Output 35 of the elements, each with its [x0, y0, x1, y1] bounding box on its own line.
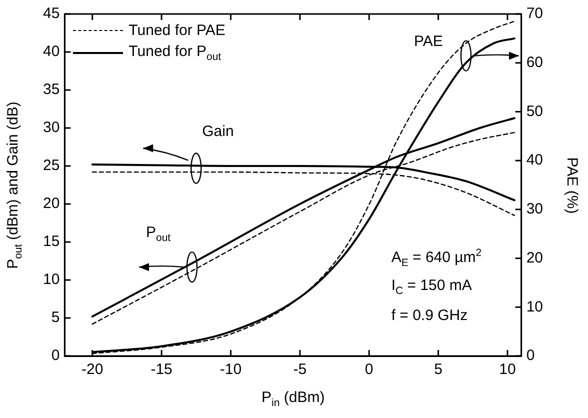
- x-tick-label: -10: [220, 361, 242, 378]
- y-tick-label: 30: [42, 119, 60, 136]
- y2-tick-label: 30: [526, 200, 544, 218]
- y-tick-label: 40: [42, 43, 60, 60]
- annotation: Gain: [202, 123, 234, 140]
- legend-label: Tuned for P$_{out}$: [128, 43, 222, 63]
- y-tick-label: 10: [42, 271, 60, 288]
- y2-axis-title: PAE (%): [564, 156, 581, 214]
- y-tick-label: 0: [51, 347, 60, 364]
- x-tick-label: 10: [499, 361, 516, 378]
- y-tick-label: 20: [42, 195, 60, 212]
- y2-tick-label: 0: [526, 347, 535, 364]
- y-tick-label: 45: [42, 5, 60, 22]
- annotation: PAE: [414, 32, 443, 50]
- annotation: I$_{C}$ = 150 mA: [391, 277, 472, 297]
- x-tick-label: -5: [293, 361, 307, 378]
- y2-tick-label: 20: [526, 249, 544, 266]
- y2-tick-label: 60: [526, 54, 544, 71]
- y2-tick-label: 70: [526, 5, 544, 22]
- y-tick-label: 25: [42, 157, 60, 174]
- annotation: A$_{E}$ = 640 µm$^{2}$: [391, 247, 482, 269]
- x-tick-label: 0: [364, 361, 374, 378]
- x-tick-label: -20: [82, 361, 104, 378]
- x-tick-label: 5: [434, 361, 442, 378]
- x-axis-title: P$_{in}$ (dBm): [262, 389, 325, 409]
- y2-tick-label: 40: [526, 152, 544, 169]
- x-tick-label: -15: [150, 361, 172, 378]
- y-tick-label: 35: [42, 81, 60, 98]
- annotation: P$_{out}$: [146, 224, 171, 244]
- legend-label: Tuned for PAE: [128, 22, 226, 39]
- y2-tick-label: 10: [526, 298, 544, 316]
- y-tick-label: 5: [51, 309, 60, 326]
- y-tick-label: 15: [42, 233, 60, 250]
- annotation: f = 0.9 GHz: [391, 307, 468, 324]
- y2-tick-label: 50: [526, 102, 544, 120]
